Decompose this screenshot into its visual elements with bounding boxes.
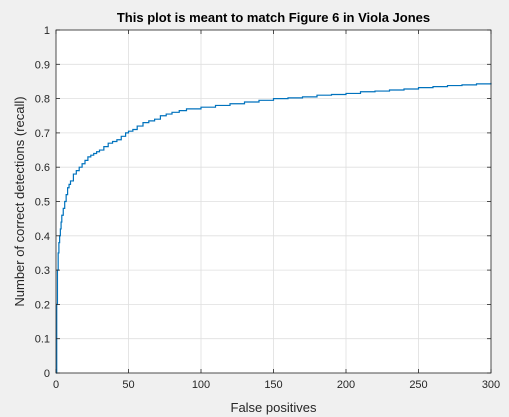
x-tick-label: 150 (264, 379, 282, 391)
y-tick-label: 0.3 (35, 265, 50, 277)
x-tick-label: 0 (53, 379, 59, 391)
x-tick-label: 50 (122, 379, 134, 391)
chart-title: This plot is meant to match Figure 6 in … (117, 10, 430, 25)
y-axis-label: Number of correct detections (recall) (12, 96, 27, 306)
y-tick-label: 1 (44, 25, 50, 37)
y-tick-label: 0.1 (35, 334, 50, 346)
y-tick-label: 0.6 (35, 162, 50, 174)
x-tick-label: 200 (337, 379, 355, 391)
x-axis-label: False positives (231, 400, 317, 415)
y-tick-label: 0.7 (35, 128, 50, 140)
y-tick-label: 0 (44, 368, 50, 380)
y-tick-label: 0.4 (35, 231, 50, 243)
ticks: 0 50 100 150 200 250 300 0 0.1 0.2 0.3 0.4 0.5 0.6 0.7… (35, 25, 500, 391)
x-tick-label: 100 (192, 379, 210, 391)
x-tick-label: 250 (409, 379, 427, 391)
recall-curve-line (56, 82, 492, 374)
y-tick-label: 0.2 (35, 299, 50, 311)
y-tick-label: 0.8 (35, 94, 50, 106)
y-tick-label: 0.9 (35, 59, 50, 71)
x-tick-label: 300 (482, 379, 500, 391)
y-tick-label: 0.5 (35, 197, 50, 209)
